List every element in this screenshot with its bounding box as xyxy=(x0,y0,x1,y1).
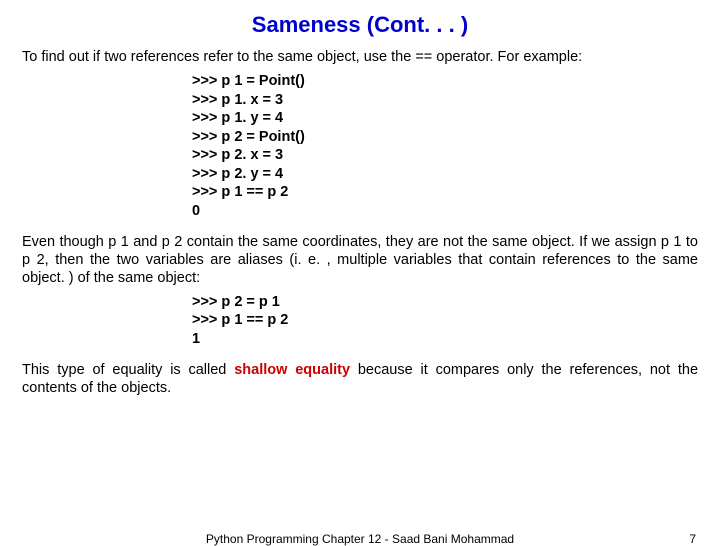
intro-paragraph: To find out if two references refer to t… xyxy=(22,48,698,66)
code-block-1: >>> p 1 = Point() >>> p 1. x = 3 >>> p 1… xyxy=(192,72,698,220)
slide-title: Sameness (Cont. . . ) xyxy=(22,12,698,38)
code-block-2: >>> p 2 = p 1 >>> p 1 == p 2 1 xyxy=(192,293,698,349)
middle-paragraph: Even though p 1 and p 2 contain the same… xyxy=(22,233,698,287)
final-paragraph: This type of equality is called shallow … xyxy=(22,361,698,397)
shallow-equality-term: shallow equality xyxy=(234,362,350,378)
footer-text: Python Programming Chapter 12 - Saad Ban… xyxy=(206,532,514,546)
final-para-text-a: This type of equality is called xyxy=(22,362,234,378)
slide-container: Sameness (Cont. . . ) To find out if two… xyxy=(0,0,720,540)
page-number: 7 xyxy=(689,532,696,546)
